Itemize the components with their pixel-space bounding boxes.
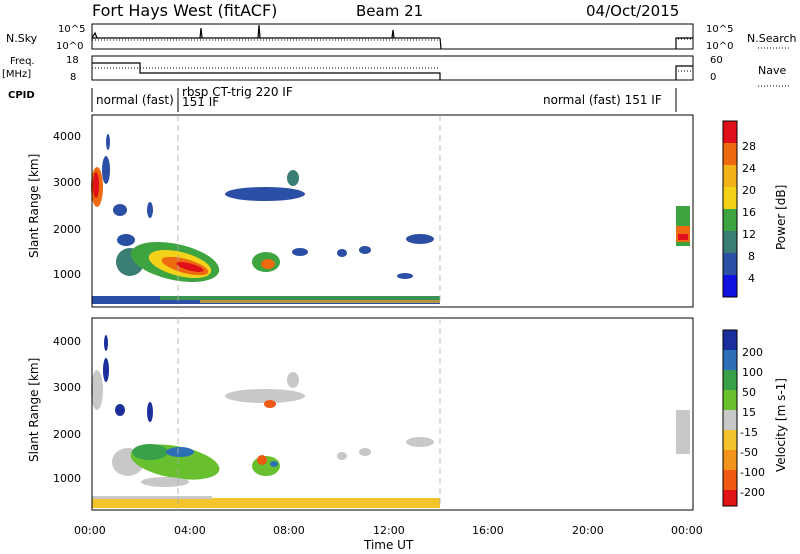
xtick-2000: 20:00 — [572, 524, 604, 537]
nsky-label: N.Sky — [6, 32, 38, 45]
velocity-cbar-label: Velocity [m s-1] — [774, 378, 788, 472]
velocity-ytick-1000: 1000 — [53, 472, 81, 485]
power-cbar-28: 28 — [742, 140, 756, 153]
power-ytick-4000: 4000 — [53, 130, 81, 143]
noise-left-tick-top: 10^5 — [58, 24, 85, 35]
power-colorbar: 28 24 20 16 12 8 4 — [722, 120, 756, 298]
nsearch-label: N.Search — [747, 32, 797, 45]
velocity-ytick-2000: 2000 — [53, 428, 81, 441]
velocity-cbar-15: 15 — [742, 406, 756, 419]
power-cbar-20: 20 — [742, 184, 756, 197]
freq-tick-bottom: 8 — [70, 72, 76, 83]
freq-strip — [91, 55, 694, 81]
velocity-ytick-3000: 3000 — [53, 381, 81, 394]
power-cbar-8: 8 — [748, 250, 755, 263]
velocity-cbar-100: 100 — [742, 366, 763, 379]
velocity-ylabel: Slant Range [km] — [27, 358, 41, 462]
noise-strip — [91, 23, 694, 50]
cpid-segment-normal-2: normal (fast) 151 IF — [543, 93, 662, 107]
velocity-yticks: 4000 3000 2000 1000 — [53, 335, 81, 485]
x-axis-label: Time UT — [363, 538, 414, 552]
noise-right-tick-top: 10^5 — [706, 24, 733, 35]
xtick-0800: 08:00 — [273, 524, 305, 537]
x-axis: 00:00 04:00 08:00 12:00 16:00 20:00 00:0… — [74, 524, 703, 537]
velocity-cbar-neg200: -200 — [740, 486, 765, 499]
power-cbar-24: 24 — [742, 162, 756, 175]
velocity-data — [91, 335, 690, 508]
cpid-label: CPID — [8, 90, 35, 101]
cpid-strip: normal (fast) rbsp CT-trig 220 IF 151 IF… — [91, 85, 677, 112]
power-cbar-16: 16 — [742, 206, 756, 219]
xtick-0400: 04:00 — [174, 524, 206, 537]
velocity-cbar-50: 50 — [742, 386, 756, 399]
nave-label: Nave — [758, 64, 786, 77]
velocity-cbar-neg15: -15 — [740, 426, 758, 439]
power-ytick-2000: 2000 — [53, 223, 81, 236]
power-cbar-12: 12 — [742, 228, 756, 241]
velocity-cbar-neg100: -100 — [740, 466, 765, 479]
xtick-0000: 00:00 — [74, 524, 106, 537]
power-ylabel: Slant Range [km] — [27, 154, 41, 258]
freq-unit-label: [MHz] — [2, 69, 31, 80]
xtick-1200: 12:00 — [373, 524, 405, 537]
xtick-1600: 16:00 — [472, 524, 504, 537]
velocity-cbar-neg50: -50 — [740, 446, 758, 459]
cpid-segment-normal-1: normal (fast) — [96, 93, 174, 107]
power-data — [91, 134, 690, 304]
nave-tick-bottom: 0 — [710, 72, 716, 83]
power-yticks: 4000 3000 2000 1000 — [53, 130, 81, 281]
date-label: 04/Oct/2015 — [586, 2, 679, 20]
cpid-segment-rbsp: rbsp CT-trig 220 IF — [182, 85, 293, 99]
velocity-colorbar: 200 100 50 15 -15 -50 -100 -200 — [722, 329, 765, 507]
cpid-segment-151: 151 IF — [182, 95, 219, 109]
xtick-2400: 00:00 — [671, 524, 703, 537]
beam-label: Beam 21 — [356, 2, 423, 20]
velocity-panel — [91, 317, 694, 511]
velocity-cbar-200: 200 — [742, 346, 763, 359]
power-ytick-1000: 1000 — [53, 268, 81, 281]
velocity-ytick-4000: 4000 — [53, 335, 81, 348]
noise-left-tick-bottom: 10^0 — [56, 41, 83, 52]
freq-tick-top: 18 — [66, 55, 79, 66]
noise-right-tick-bottom: 10^0 — [706, 41, 733, 52]
nave-tick-top: 60 — [710, 55, 723, 66]
freq-label: Freq. — [10, 56, 35, 67]
power-cbar-4: 4 — [748, 272, 755, 285]
power-cbar-label: Power [dB] — [774, 185, 788, 250]
power-panel — [91, 114, 694, 308]
site-title: Fort Hays West (fitACF) — [92, 1, 277, 20]
power-panel-frame — [91, 114, 694, 308]
power-ytick-3000: 3000 — [53, 176, 81, 189]
velocity-panel-frame — [91, 317, 694, 511]
